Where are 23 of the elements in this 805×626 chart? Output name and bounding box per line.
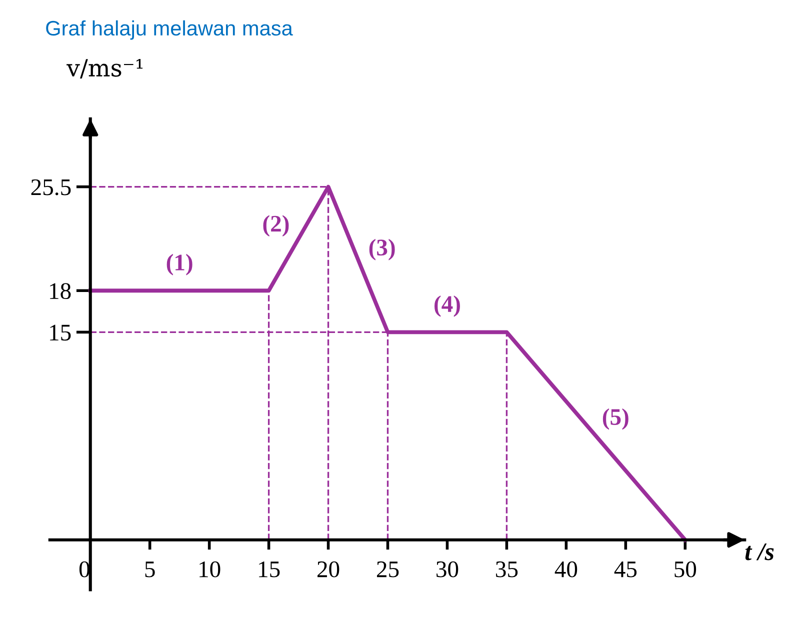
line-series bbox=[88, 184, 688, 542]
x-tick-label: 50 bbox=[674, 561, 696, 578]
annotation: (5) bbox=[602, 408, 628, 430]
chart-title: Graf halaju melawan masa bbox=[46, 20, 293, 40]
x-tick-label: 25 bbox=[376, 561, 399, 578]
x-tick-label: 15 bbox=[259, 561, 280, 578]
annotation: (1) bbox=[166, 254, 192, 276]
y-tick-label: 25.5 bbox=[31, 179, 71, 196]
x-tick-label: 40 bbox=[554, 561, 578, 578]
y-tick-label: 18 bbox=[50, 283, 71, 300]
x-tick-label: 20 bbox=[318, 561, 340, 578]
x-tick-label: 30 bbox=[436, 561, 458, 578]
x-tick-label: 5 bbox=[145, 562, 155, 578]
x-tick-label: 45 bbox=[614, 562, 637, 578]
y-axis-title: v/ms⁻¹ bbox=[66, 59, 143, 79]
y-tick-label: 15 bbox=[50, 324, 71, 341]
annotation: (2) bbox=[263, 215, 289, 236]
x-axis-title: t /s bbox=[745, 543, 774, 560]
x-tick-label: 35 bbox=[496, 561, 518, 578]
annotation: (3) bbox=[369, 238, 395, 260]
x-tick-label: 10 bbox=[200, 561, 220, 578]
annotation: (4) bbox=[434, 295, 460, 317]
x-tick-label: 0 bbox=[79, 561, 90, 578]
